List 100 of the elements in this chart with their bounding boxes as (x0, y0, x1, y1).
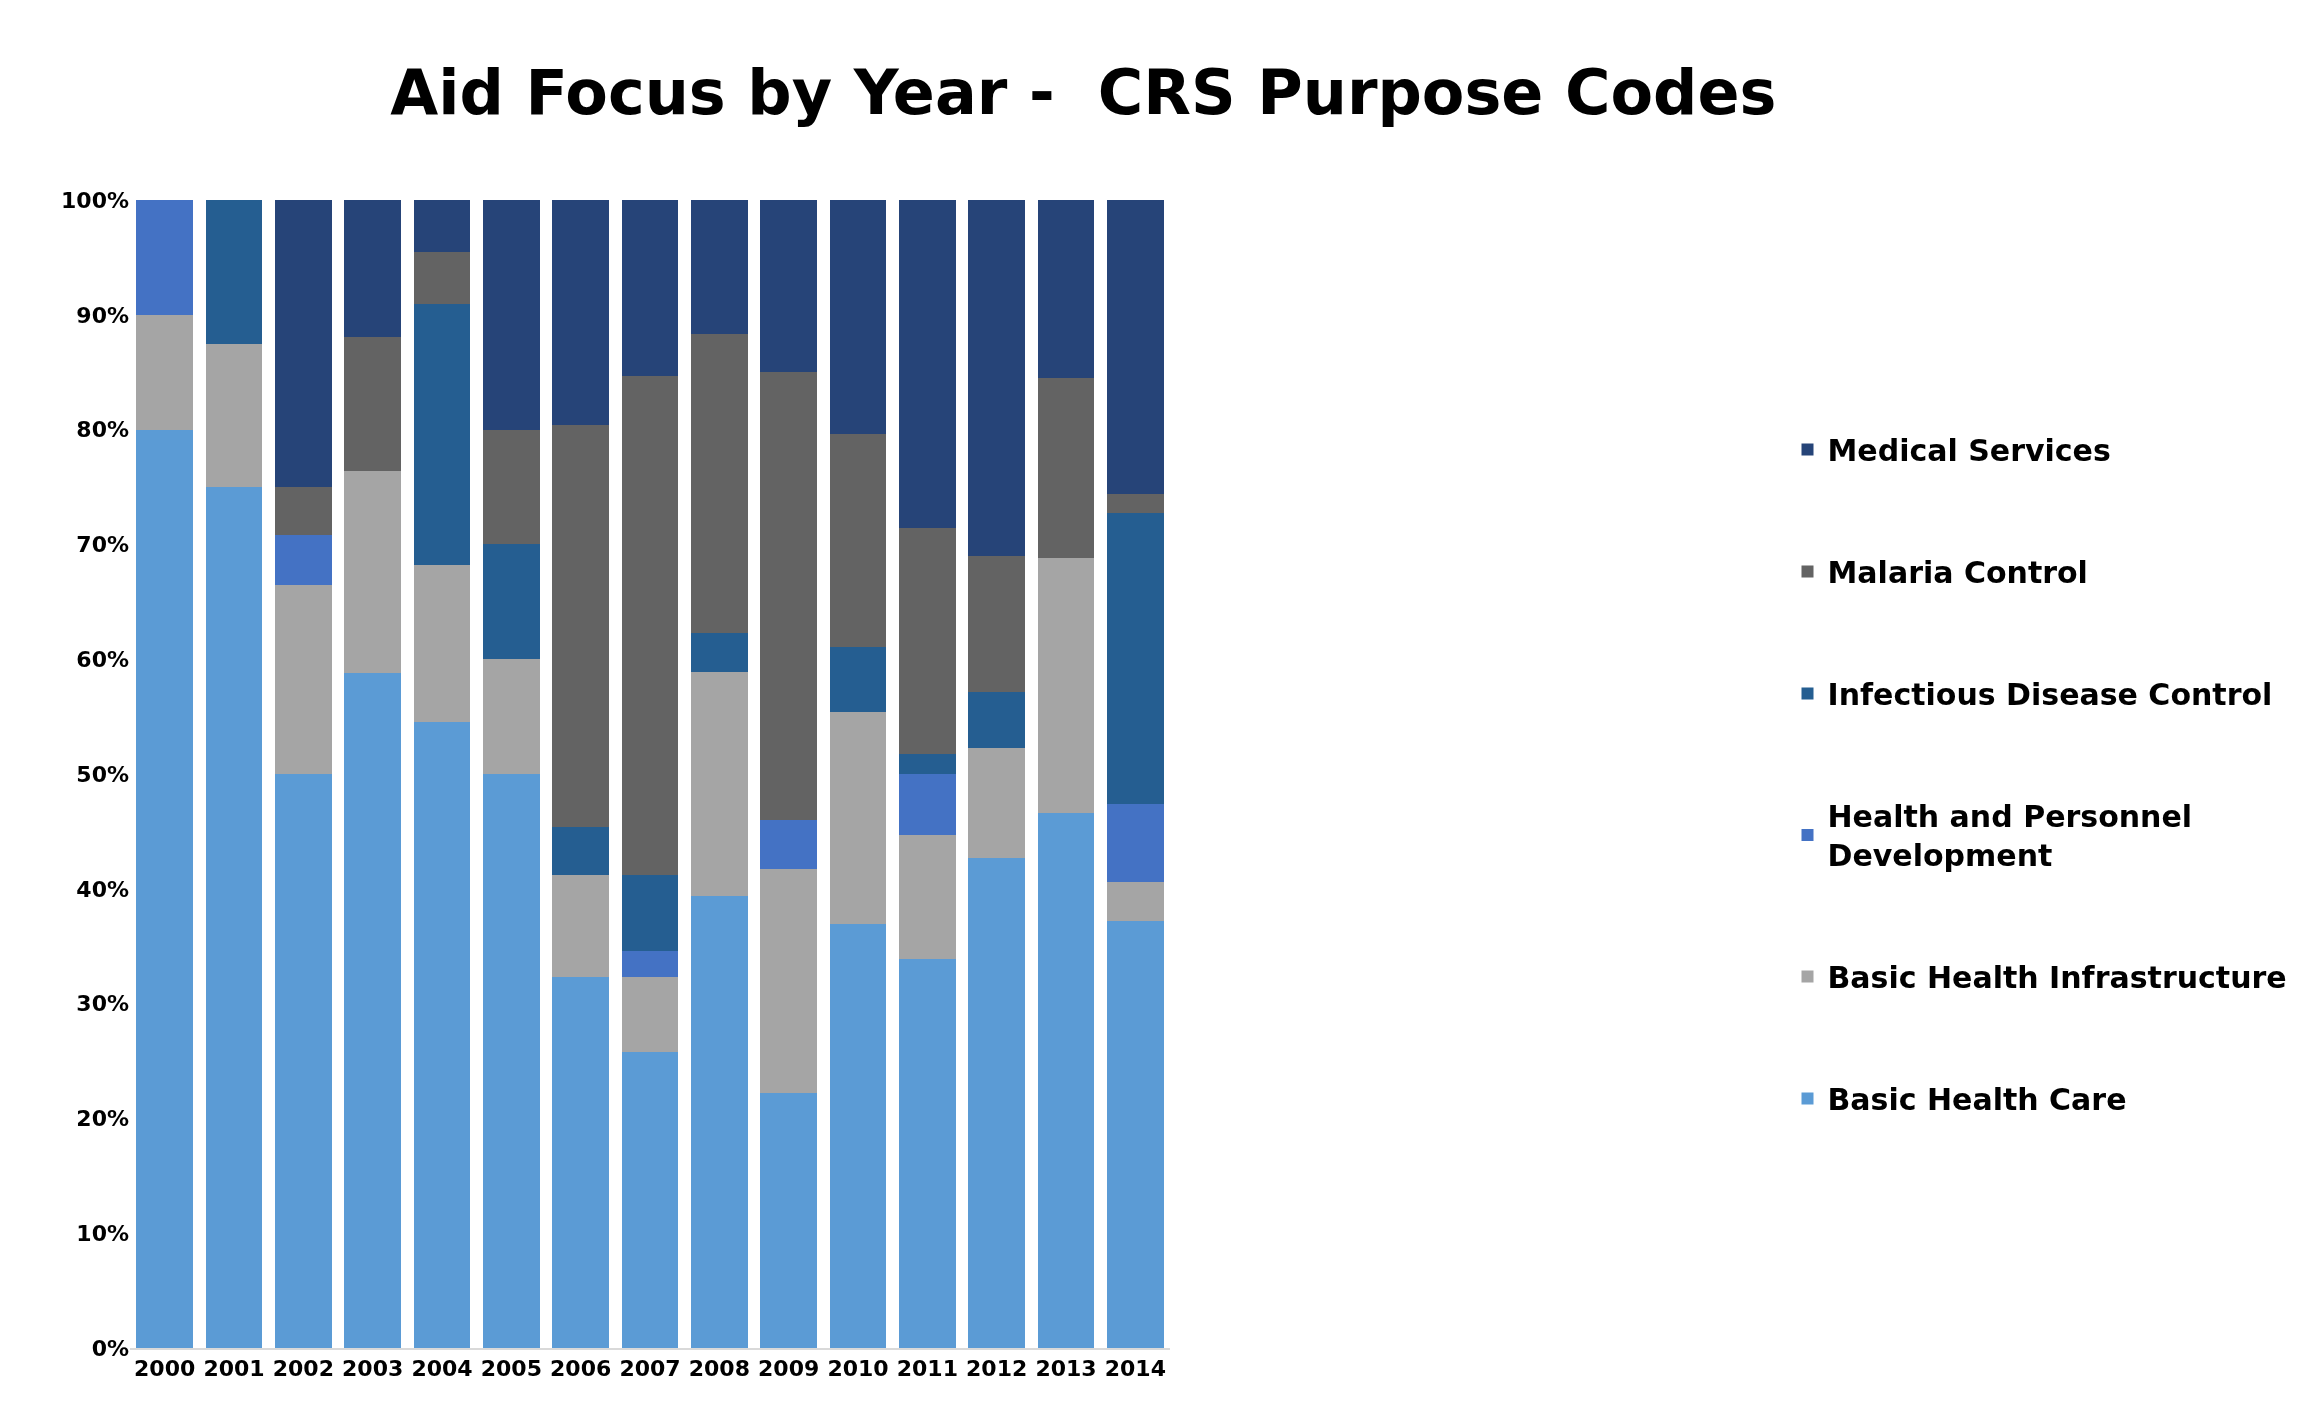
bar (552, 826, 610, 876)
y-tick-label: 90% (76, 302, 129, 328)
bar (898, 200, 956, 529)
x-tick-label: 2010 (827, 1356, 889, 1382)
y-tick-label: 20% (76, 1106, 129, 1132)
y-tick-label: 40% (76, 876, 129, 902)
bar (898, 528, 956, 755)
bar (690, 334, 748, 633)
x-tick-label: 2013 (1035, 1356, 1097, 1382)
bar (1037, 377, 1095, 559)
bar (898, 774, 956, 835)
x-tick-label: 2006 (550, 1356, 612, 1382)
bar (1106, 881, 1164, 921)
bar (274, 774, 332, 1348)
legend-label: Basic Health Infrastructure (1827, 960, 2287, 996)
y-tick-label: 70% (76, 532, 129, 558)
y-tick-label: 0% (91, 1335, 129, 1361)
y-tick-label: 30% (76, 991, 129, 1017)
bar (760, 1093, 818, 1348)
x-tick-label: 2000 (134, 1356, 196, 1382)
bar (205, 487, 263, 1348)
x-tick-label: 2009 (758, 1356, 820, 1382)
legend-label: Infectious Disease Control (1827, 677, 2273, 713)
bar (344, 672, 402, 1348)
y-tick-label: 80% (76, 417, 129, 443)
bar (968, 555, 1026, 693)
bar (136, 314, 194, 430)
bar (274, 535, 332, 585)
legend-label: Health and Personnel Development (1827, 799, 2193, 874)
bar (1037, 813, 1095, 1348)
bar (829, 434, 887, 647)
bar (760, 372, 818, 820)
bar (413, 722, 471, 1348)
bar (1106, 200, 1164, 494)
x-tick-label: 2005 (480, 1356, 542, 1382)
bar (1106, 920, 1164, 1348)
bar (829, 924, 887, 1348)
bar (413, 200, 471, 252)
bar (898, 834, 956, 959)
chart-title: Aid Focus by Year - CRS Purpose Codes (390, 55, 1777, 129)
bar (552, 200, 610, 426)
bar (552, 977, 610, 1348)
bar (760, 200, 818, 373)
x-tick-label: 2003 (342, 1356, 404, 1382)
bar (482, 774, 540, 1348)
bar (898, 958, 956, 1348)
bar (690, 895, 748, 1348)
bar (621, 1051, 679, 1348)
bar (968, 857, 1026, 1348)
y-tick-label: 10% (76, 1220, 129, 1246)
x-tick-label: 2014 (1104, 1356, 1166, 1382)
bar (274, 200, 332, 487)
bar (274, 487, 332, 536)
bar (413, 251, 471, 305)
x-tick-label: 2007 (619, 1356, 681, 1382)
bar (1037, 558, 1095, 814)
bar (968, 692, 1026, 748)
bar (413, 304, 471, 566)
bar (690, 671, 748, 896)
bar (482, 544, 540, 660)
bar (274, 584, 332, 774)
x-tick-label: 2002 (272, 1356, 334, 1382)
bar (482, 429, 540, 545)
x-tick-label: 2004 (411, 1356, 473, 1382)
bar (482, 200, 540, 430)
legend-label: Malaria Control (1827, 555, 2088, 591)
legend-label: Medical Services (1827, 433, 2111, 469)
bar (136, 429, 194, 1348)
bar (690, 200, 748, 335)
bar (760, 869, 818, 1094)
bar (621, 950, 679, 978)
bar (621, 875, 679, 951)
legend-label: Basic Health Care (1827, 1082, 2127, 1118)
bar (829, 712, 887, 925)
y-tick-label: 100% (61, 187, 129, 213)
bar (1106, 493, 1164, 514)
x-tick-label: 2008 (688, 1356, 750, 1382)
bar (898, 754, 956, 774)
bar (344, 336, 402, 471)
bar (690, 632, 748, 672)
y-tick-label: 60% (76, 646, 129, 672)
bar (344, 200, 402, 337)
x-tick-label: 2012 (966, 1356, 1028, 1382)
y-tick-label: 50% (76, 761, 129, 787)
bar (136, 200, 194, 315)
bar (344, 470, 402, 673)
bar (552, 425, 610, 827)
bar (760, 819, 818, 870)
bar (1037, 200, 1095, 378)
bar (1106, 803, 1164, 882)
bar (205, 343, 263, 487)
bar (621, 200, 679, 376)
bar (621, 375, 679, 876)
bar (1106, 513, 1164, 804)
bar (829, 200, 887, 435)
x-tick-label: 2011 (896, 1356, 958, 1382)
bar (621, 977, 679, 1052)
bar (482, 659, 540, 774)
bar (829, 646, 887, 713)
bar (968, 200, 1026, 556)
